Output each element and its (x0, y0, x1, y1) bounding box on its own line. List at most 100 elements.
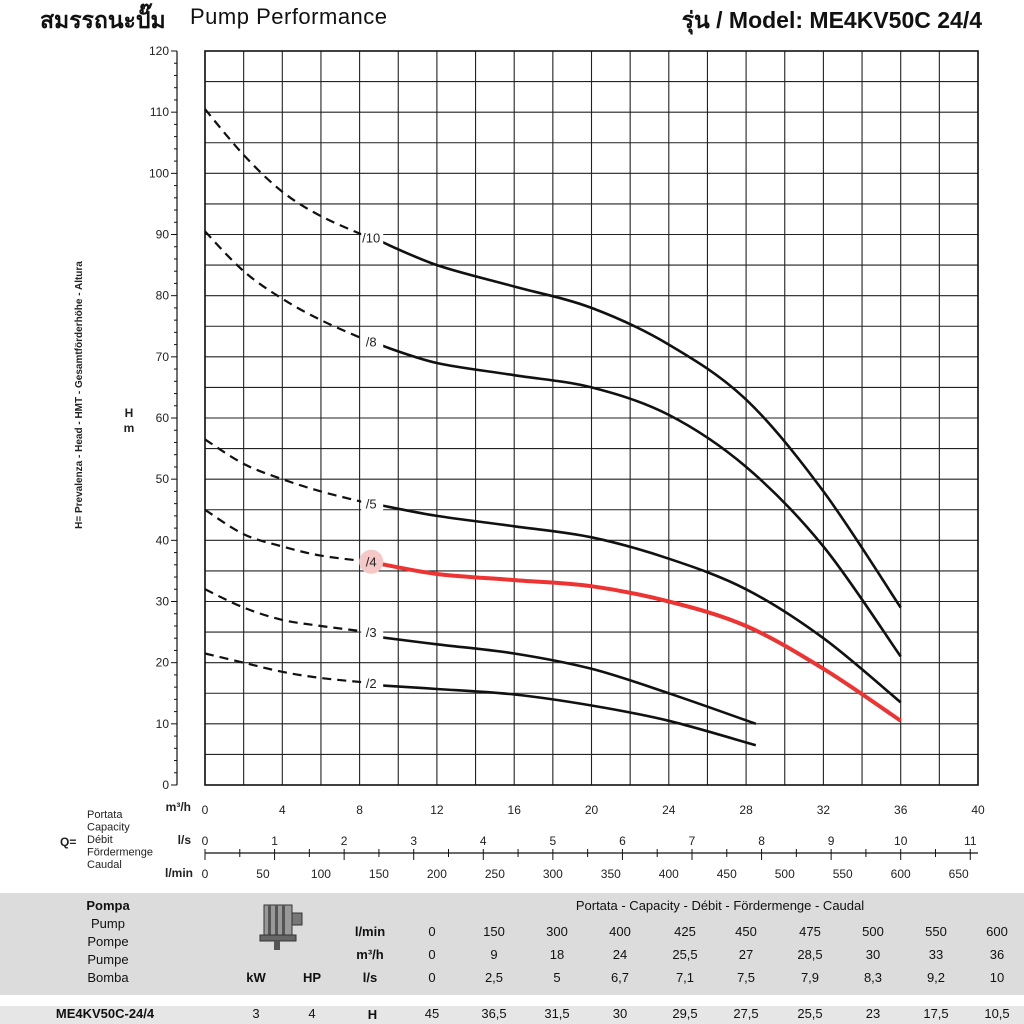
x-tick-label-ls: 5 (550, 834, 557, 848)
q-name: Portata (87, 809, 123, 821)
table-cell-m3h: 9 (490, 947, 498, 962)
x-tick-label-m3h: 12 (430, 803, 444, 817)
curve-dashed-10 (204, 108, 370, 239)
table-cell-ls: 9,2 (926, 970, 946, 985)
curve-label: /5 (366, 497, 377, 512)
curve-label-highlight (359, 549, 384, 574)
curve-label: /2 (366, 676, 377, 691)
kw-label: kW (246, 970, 266, 985)
table-cell-m3h: 27 (738, 947, 754, 962)
q-name: Capacity (87, 822, 130, 834)
curve-label-bg (361, 332, 384, 351)
x-tick-label-ls: 8 (758, 834, 765, 848)
curve-label: /8 (366, 335, 377, 350)
curve-label-bg (361, 494, 384, 513)
table-cell-m3h: 36 (989, 947, 1005, 962)
x-tick-label-lmin: 50 (256, 867, 270, 881)
y-tick-label: 0 (162, 778, 169, 792)
table-cell-lmin: 600 (986, 924, 1008, 939)
x-tick-label-ls: 9 (828, 834, 835, 848)
y-axis-unit-h: H (125, 406, 134, 420)
y-tick-label: 40 (156, 533, 170, 547)
table-cell-h: 45 (424, 1006, 440, 1021)
table-cell-h: 31,5 (544, 1006, 570, 1021)
pump-label: Pompa (86, 898, 130, 913)
curve-solid-2 (378, 684, 757, 747)
curve-label-bg (361, 228, 384, 247)
curve-dashed-2 (204, 652, 370, 684)
x-tick-label-lmin: 100 (311, 867, 331, 881)
head-label: H (367, 1007, 378, 1022)
x-tick-label-m3h: 24 (662, 803, 676, 817)
x-tick-label-ls: 2 (341, 834, 348, 848)
x-tick-label-m3h: 4 (279, 803, 286, 817)
table-cell-lmin: 400 (609, 924, 631, 939)
x-tick-label-lmin: 600 (891, 867, 911, 881)
table-cell-m3h: 0 (428, 947, 436, 962)
x-tick-label-m3h: 20 (585, 803, 599, 817)
q-name: Débit (87, 834, 113, 846)
motor-icon (258, 899, 304, 951)
y-tick-label: 20 (156, 656, 170, 670)
table-cell-ls: 2,5 (484, 970, 504, 985)
pump-label: Pompe (87, 934, 129, 949)
y-axis-label: H= Prevalenza - Head - HMT - Gesamtförde… (74, 261, 85, 529)
x-tick-label-lmin: 400 (659, 867, 679, 881)
x-axis-m3h-label: m³/h (166, 800, 191, 814)
model-title: รุ่น / Model: ME4KV50C 24/4 (681, 7, 982, 33)
x-tick-label-m3h: 8 (356, 803, 363, 817)
title-english: Pump Performance (190, 4, 388, 29)
table-cell-lmin: 150 (483, 924, 505, 939)
x-tick-label-m3h: 32 (817, 803, 831, 817)
table-cell-m3h: 24 (612, 947, 628, 962)
curve-label-bg (361, 623, 384, 642)
page-header: สมรรถนะปั๊ม Pump Performance รุ่น / Mode… (0, 0, 1024, 34)
x-tick-label-m3h: 16 (508, 803, 522, 817)
table-cell-ls: 6,7 (610, 970, 630, 985)
table-cell-h: 23 (865, 1006, 881, 1021)
pump-label: Pump (91, 916, 125, 931)
table-cell-lmin: 0 (428, 924, 436, 939)
table-model-row-band (0, 1006, 1024, 1024)
table-cell-h: 30 (612, 1006, 628, 1021)
table-cell-ls: 10 (989, 970, 1005, 985)
curve-dashed-3 (204, 588, 370, 634)
x-tick-label-m3h: 0 (202, 803, 209, 817)
y-tick-label: 10 (156, 717, 170, 731)
curve-solid-10 (378, 239, 902, 609)
table-cell-ls: 5 (553, 970, 561, 985)
table-cell-ls: 7,5 (736, 970, 756, 985)
y-axis-unit-m: m (124, 421, 135, 435)
curve-solid-5 (378, 503, 902, 704)
table-cell-m3h: 18 (549, 947, 565, 962)
x-tick-label-lmin: 500 (775, 867, 795, 881)
y-tick-label: 30 (156, 595, 170, 609)
table-cell-h: 36,5 (481, 1006, 507, 1021)
y-tick-label: 110 (150, 105, 169, 119)
x-tick-label-m3h: 36 (894, 803, 908, 817)
table-header-band (0, 893, 1024, 995)
y-tick-label: 50 (156, 472, 170, 486)
x-tick-label-m3h: 28 (739, 803, 753, 817)
x-tick-label-ls: 6 (619, 834, 626, 848)
x-tick-label-lmin: 0 (202, 867, 209, 881)
x-tick-label-ls: 11 (964, 834, 977, 848)
q-label: Q= (60, 835, 76, 849)
table-cell-m3h: 28,5 (797, 947, 823, 962)
x-tick-label-m3h: 40 (971, 803, 985, 817)
unit-label: m³/h (356, 947, 384, 962)
x-tick-label-ls: 1 (271, 834, 278, 848)
table-cell-lmin: 550 (925, 924, 947, 939)
x-tick-label-ls: 10 (894, 834, 908, 848)
table-cell-h: 27,5 (733, 1006, 759, 1021)
x-tick-label-lmin: 200 (427, 867, 447, 881)
model-kw: 3 (252, 1006, 260, 1021)
y-tick-label: 120 (149, 44, 169, 58)
y-tick-label: 90 (156, 228, 170, 242)
plot-frame (204, 50, 979, 786)
capacity-header: Portata - Capacity - Débit - Fördermenge… (575, 898, 865, 913)
curve-label-bg (361, 673, 384, 692)
table-cell-m3h: 30 (865, 947, 881, 962)
y-tick-label: 60 (156, 411, 170, 425)
